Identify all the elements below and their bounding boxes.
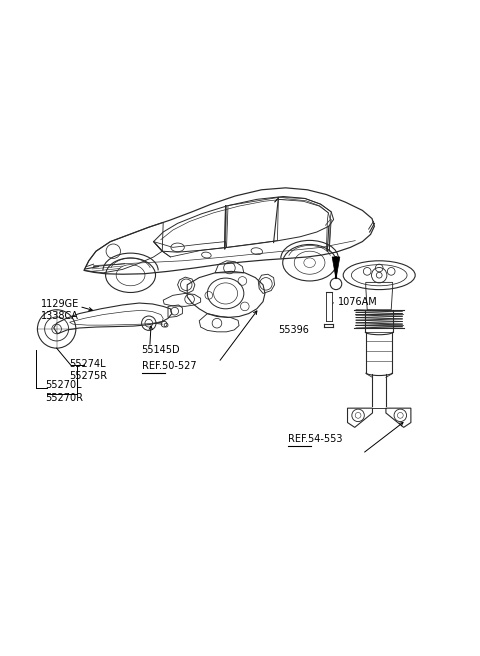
Text: 55145D: 55145D <box>142 344 180 355</box>
Text: 1076AM: 1076AM <box>338 297 377 306</box>
Text: 55274L
55275R: 55274L 55275R <box>70 359 108 381</box>
Polygon shape <box>332 257 340 279</box>
Text: 55270L
55270R: 55270L 55270R <box>46 380 84 403</box>
Text: 1129GE
1338CA: 1129GE 1338CA <box>41 298 79 321</box>
Text: REF.50-527: REF.50-527 <box>142 361 196 371</box>
Text: REF.54-553: REF.54-553 <box>288 434 343 444</box>
Text: 55396: 55396 <box>278 325 309 335</box>
